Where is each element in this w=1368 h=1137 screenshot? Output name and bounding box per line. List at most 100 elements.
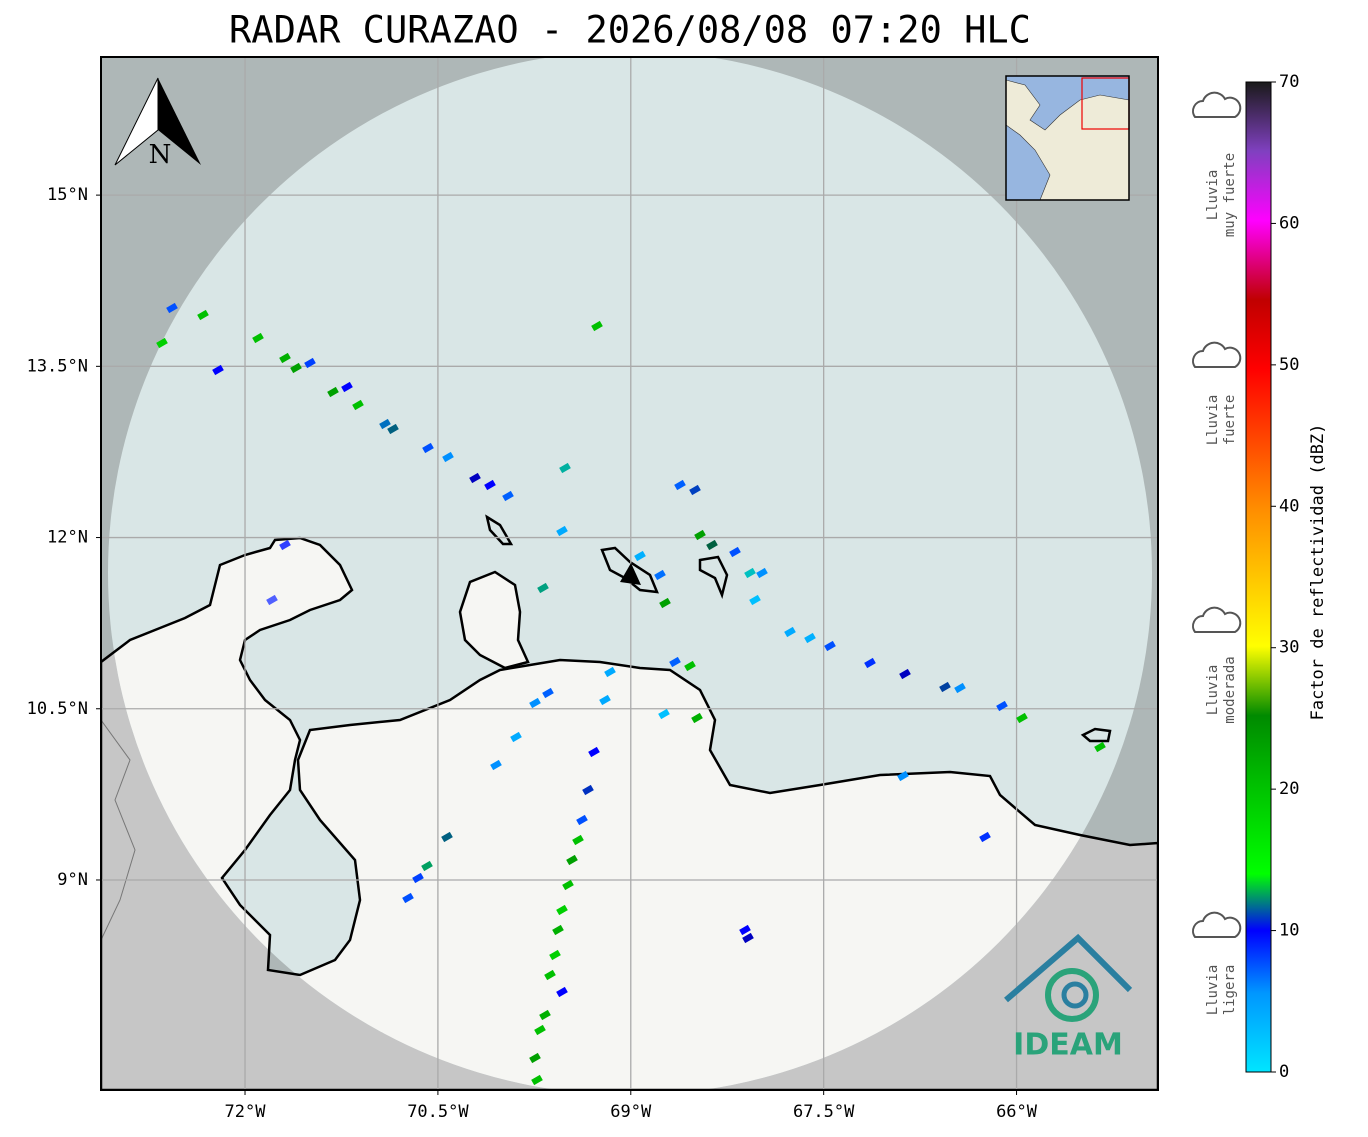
echo xyxy=(588,746,600,758)
colorbar-tick-label: 30 xyxy=(1279,638,1299,658)
echo xyxy=(864,657,876,669)
echo xyxy=(669,656,681,668)
echo xyxy=(566,854,578,866)
legend-label: moderada xyxy=(1222,656,1238,723)
echo xyxy=(599,694,611,706)
echo xyxy=(556,525,568,537)
colorbar-tick-label: 60 xyxy=(1279,213,1299,233)
weather-icon xyxy=(1192,911,1242,938)
echo xyxy=(979,831,991,843)
echo xyxy=(529,1052,541,1064)
echo xyxy=(327,386,339,398)
legend-item: Lluvia muy fuerte xyxy=(1192,91,1242,237)
echo xyxy=(996,700,1008,712)
colorbar xyxy=(1245,81,1272,1073)
echo xyxy=(469,472,481,484)
echo xyxy=(539,1009,551,1021)
radar-echoes xyxy=(156,302,1106,1086)
echo xyxy=(1016,712,1028,724)
echo xyxy=(562,879,574,891)
echo xyxy=(534,1024,546,1036)
echo xyxy=(784,626,796,638)
echo xyxy=(552,924,564,936)
echo xyxy=(576,814,588,826)
echo xyxy=(804,632,816,644)
lat-tick-label: 15°N xyxy=(47,185,88,205)
echo xyxy=(756,567,768,579)
echo xyxy=(694,529,706,541)
legend-label: fuerte xyxy=(1222,395,1238,446)
echo xyxy=(706,539,718,551)
weather-icon xyxy=(1192,91,1242,118)
echo xyxy=(549,949,561,961)
lat-tick-label: 9°N xyxy=(57,870,88,890)
map: N IDEAM xyxy=(101,57,1158,1090)
echo xyxy=(422,442,434,454)
lon-tick-label: 66°W xyxy=(996,1102,1038,1122)
echo xyxy=(379,418,391,430)
north-arrow: N xyxy=(114,77,201,170)
echo xyxy=(490,759,502,771)
echo xyxy=(304,357,316,369)
radar-site xyxy=(620,563,641,585)
lon-tick-label: 69°W xyxy=(610,1102,652,1122)
echo xyxy=(544,969,556,981)
colorbar-tick-label: 40 xyxy=(1279,496,1299,516)
lat-tick-label: 10.5°N xyxy=(27,699,88,719)
lon-tick-label: 70.5°W xyxy=(407,1102,469,1122)
echo xyxy=(197,309,209,321)
echo xyxy=(352,399,364,411)
echo xyxy=(591,320,603,332)
echo xyxy=(674,479,686,491)
echo xyxy=(939,681,951,693)
legend-label: Lluvia xyxy=(1205,665,1221,716)
axis-ticks: 72°W 70.5°W 69°W 67.5°W 66°W 15°N 13.5°N 12°N 10… xyxy=(27,185,1038,1122)
echo xyxy=(654,569,666,581)
legend-label: muy fuerte xyxy=(1222,153,1238,237)
legend-label: Lluvia xyxy=(1205,170,1221,221)
echo xyxy=(387,423,399,435)
echo xyxy=(684,660,696,672)
echo xyxy=(402,892,414,904)
echo xyxy=(529,697,541,709)
grid xyxy=(101,57,1158,1090)
echo xyxy=(691,712,703,724)
echo xyxy=(166,302,178,314)
echo xyxy=(484,479,496,491)
echo xyxy=(744,567,756,579)
colorbar-label: Factor de reflectividad (dBZ) xyxy=(1308,424,1328,721)
echo xyxy=(252,332,264,344)
echo xyxy=(659,597,671,609)
legend-label: ligera xyxy=(1222,965,1238,1016)
legend-label: Lluvia xyxy=(1205,395,1221,446)
colorbar-tick-label: 50 xyxy=(1279,355,1299,375)
colorbar-tick-label: 0 xyxy=(1279,1062,1289,1082)
echo xyxy=(1094,741,1106,753)
colorbar-tick-label: 70 xyxy=(1279,72,1299,92)
echo xyxy=(412,872,424,884)
north-label: N xyxy=(149,140,172,170)
colorbar-tick-label: 10 xyxy=(1279,921,1299,941)
legend-item: Lluvia ligera xyxy=(1192,911,1242,1016)
echo xyxy=(502,490,514,502)
echo xyxy=(556,904,568,916)
echo xyxy=(279,352,291,364)
legend-item: Lluvia moderada xyxy=(1192,606,1242,724)
lon-tick-label: 67.5°W xyxy=(793,1102,855,1122)
lat-tick-label: 13.5°N xyxy=(27,356,88,376)
echo xyxy=(634,550,646,562)
logo-text: IDEAM xyxy=(1013,1028,1123,1063)
echo xyxy=(510,731,522,743)
echo xyxy=(212,364,224,376)
echo xyxy=(897,770,909,782)
legend-label: Lluvia xyxy=(1205,965,1221,1016)
logo: IDEAM xyxy=(1004,933,1133,1063)
legend-item: Lluvia fuerte xyxy=(1192,341,1242,446)
echo xyxy=(531,1074,543,1086)
echo xyxy=(341,381,353,393)
echo xyxy=(559,462,571,474)
echo xyxy=(556,986,568,998)
echo xyxy=(899,668,911,680)
